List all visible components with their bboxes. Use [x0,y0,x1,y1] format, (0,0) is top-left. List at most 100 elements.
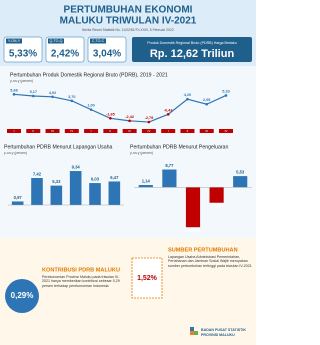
x-tick-label: I [91,129,92,133]
source-title: SUMBER PERTUMBUHAN [168,247,238,253]
bar [50,185,63,205]
axis-label: y-on-y (persen) [4,151,27,155]
x-tick-label: II [187,129,189,133]
value-label: 5,33 [222,89,229,93]
value-label: 8,77 [165,163,174,168]
logo [194,331,198,335]
point [109,117,112,120]
category-box [180,129,195,133]
kpi-value: 2,42% [51,49,79,60]
value-label: 4,92 [49,91,56,95]
category-box [141,129,156,133]
bar [89,183,101,205]
x-tick-label: II [110,129,112,133]
x-tick-label: III [51,129,54,133]
value-label: 4,20 [184,93,191,97]
value-label: 5,17 [30,90,37,94]
point [31,94,35,98]
value-label: 1,14 [142,179,151,184]
category-box [64,129,79,133]
contribution-text: Perekonomian Provinsi Maluku pada triwul… [42,275,120,288]
bar [69,171,82,205]
kpi-label: C-TO-C [92,39,105,43]
category-box [122,129,137,133]
category-box [199,129,214,133]
value-label: 6,03 [91,177,100,182]
point [186,97,189,101]
canvas: PERTUMBUHAN EKONOMI MALUKU TRIWULAN IV-2… [0,0,256,345]
category-box [219,129,233,133]
bar [233,176,248,188]
axis-label: y-on-y (persen) [10,79,33,83]
source-box [131,257,163,299]
kpi-tab [48,38,64,44]
category-box [161,129,176,133]
kpi-label: Q-TO-Q [50,39,63,43]
org: BADAN PUSAT STATISTIK [201,328,246,332]
value-label: -1,65 [106,112,115,116]
x-tick-label: I [14,129,15,133]
point [51,95,54,99]
pdrb-box [132,37,252,62]
pdrb-label: Produk Domestik Regional Bruto (PDRB) Ha… [147,41,236,45]
point [70,99,74,103]
contribution-title: KONTRIBUSI PDRB MALUKU [42,267,120,273]
logo [190,331,194,335]
bar [185,187,201,228]
bottom-band [0,238,256,345]
title: MALUKU TRIWULAN IV-2021 [60,16,197,27]
bar [162,169,177,188]
line [13,93,227,123]
value-label: 0,97 [14,195,23,200]
value-label: -19,64 [187,228,200,233]
point [205,102,209,106]
bar [31,178,43,205]
point [128,119,131,123]
bar [209,187,224,203]
point [166,113,170,116]
point [147,120,151,124]
kpi-tab [90,38,106,44]
infographic: PERTUMBUHAN EKONOMI MALUKU TRIWULAN IV-2… [0,0,256,345]
title: PERTUMBUHAN EKONOMI [64,5,193,16]
value-label: 9,34 [72,165,81,170]
value-label: 3,70 [68,95,75,99]
category-box [103,129,118,133]
x-tick-label: IV [225,129,228,133]
kpi-value: 3,04% [93,49,121,60]
pdrb-value: Rp. 12,62 Triliun [150,48,235,60]
value-label: -0,43 [164,108,173,112]
chart-title: Pertumbuhan PDRB Menurut Lapangan Usaha [4,144,113,150]
point [224,94,228,97]
chart-title: Pertumbuhan Produk Domestik Regional Bru… [10,72,168,78]
category-box [26,129,41,133]
x-tick-label: IV [70,129,73,133]
point [89,108,93,111]
x-tick-label: II [32,129,34,133]
value-label: 1,00 [87,104,94,108]
value-label: 5,33 [52,179,61,184]
axis-label: y-on-y (persen) [130,151,153,155]
source-text: Lapangan Usaha Administrasi Pemerintahan… [168,255,252,268]
value-label: 2,65 [203,98,210,102]
chart-title: Pertumbuhan PDRB Menurut Pengeluaran [130,144,228,150]
x-tick-label: III [205,129,208,133]
category-box [84,129,99,133]
contribution-circle [5,279,39,313]
point [12,93,16,96]
x-tick-label: I [168,129,169,133]
logo [190,327,194,331]
contribution-value: 0,29% [11,291,34,300]
value-label: -2,79 [145,116,154,120]
kpi-tab [6,38,22,44]
value-label: -2,42 [125,115,134,119]
category-box [7,129,21,133]
bar [108,181,121,205]
source-value: 1,52% [137,275,158,282]
kpi-value: 5,33% [9,49,37,60]
org: PROVINSI MALUKU [201,333,235,337]
category-box [45,129,60,133]
subtitle: Berita Resmi Statistik No. 11/02/81/Th.X… [82,28,174,32]
value-label: 5,68 [10,88,17,92]
x-tick-label: IV [147,129,150,133]
